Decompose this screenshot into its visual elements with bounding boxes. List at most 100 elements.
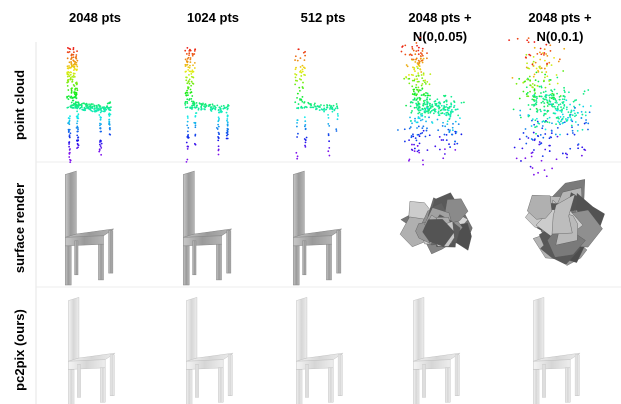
point: [69, 96, 71, 98]
point: [223, 105, 225, 107]
point: [542, 155, 544, 157]
point: [68, 48, 70, 50]
point: [582, 129, 584, 131]
point: [405, 105, 407, 107]
point: [187, 135, 189, 137]
point: [296, 158, 298, 160]
point: [192, 71, 194, 73]
point: [77, 130, 79, 132]
pc2pix-render: [296, 297, 343, 404]
point: [77, 136, 79, 138]
point: [68, 67, 70, 69]
point: [296, 122, 298, 124]
point: [105, 109, 107, 111]
point: [455, 121, 457, 123]
point: [84, 107, 86, 109]
point: [458, 123, 460, 125]
point: [563, 104, 565, 106]
point: [67, 51, 69, 53]
point: [423, 130, 425, 132]
point: [200, 106, 202, 108]
point: [435, 104, 437, 106]
point: [323, 105, 325, 107]
point: [532, 64, 534, 66]
point: [70, 107, 72, 109]
point: [221, 111, 223, 113]
point: [188, 81, 190, 83]
point: [68, 65, 70, 67]
point: [549, 97, 551, 99]
point: [100, 147, 102, 149]
point: [218, 112, 220, 114]
point: [544, 133, 546, 135]
point: [187, 92, 189, 94]
point: [72, 100, 74, 102]
point: [401, 51, 403, 53]
point: [456, 143, 458, 145]
point: [426, 52, 428, 54]
point: [426, 81, 428, 83]
point: [543, 80, 545, 82]
point: [187, 106, 189, 108]
point: [571, 120, 573, 122]
point: [188, 57, 190, 59]
point: [336, 103, 338, 105]
point: [410, 105, 412, 107]
point: [108, 119, 110, 121]
point: [411, 110, 413, 112]
point: [531, 120, 533, 122]
point: [452, 129, 454, 131]
point: [414, 148, 416, 150]
point: [417, 72, 419, 74]
point: [449, 118, 451, 120]
point: [408, 139, 410, 141]
point: [512, 77, 514, 79]
point: [546, 65, 548, 67]
point: [574, 115, 576, 117]
point: [417, 150, 419, 152]
surface-render: [293, 171, 341, 285]
point: [71, 53, 73, 55]
point: [189, 65, 191, 67]
row-labels: point cloudsurface renderpc2pix (ours): [12, 70, 27, 391]
point: [70, 74, 72, 76]
point: [294, 83, 296, 85]
point: [517, 38, 519, 40]
point: [302, 86, 304, 88]
point: [77, 117, 79, 119]
point: [426, 57, 428, 59]
point: [422, 94, 424, 96]
point: [412, 89, 414, 91]
point: [549, 122, 551, 124]
point: [69, 137, 71, 139]
point: [76, 68, 78, 70]
point: [205, 103, 207, 105]
point: [430, 107, 432, 109]
point: [328, 117, 330, 119]
point: [533, 76, 535, 78]
point: [327, 150, 329, 152]
point: [321, 109, 323, 111]
point: [459, 117, 461, 119]
point: [104, 111, 106, 113]
point: [417, 87, 419, 89]
point: [410, 112, 412, 114]
column-header: 2048 pts +: [408, 10, 472, 25]
point: [563, 87, 565, 89]
point: [585, 115, 587, 117]
point: [531, 138, 533, 140]
point: [296, 136, 298, 138]
point: [575, 121, 577, 123]
point: [412, 102, 414, 104]
point: [416, 78, 418, 80]
pc2pix-render: [186, 297, 233, 404]
point: [98, 114, 100, 116]
point: [76, 88, 78, 90]
point: [513, 109, 515, 111]
point: [581, 146, 583, 148]
point: [77, 113, 79, 115]
point: [67, 89, 69, 91]
point: [320, 104, 322, 106]
point: [544, 76, 546, 78]
point: [523, 91, 525, 93]
